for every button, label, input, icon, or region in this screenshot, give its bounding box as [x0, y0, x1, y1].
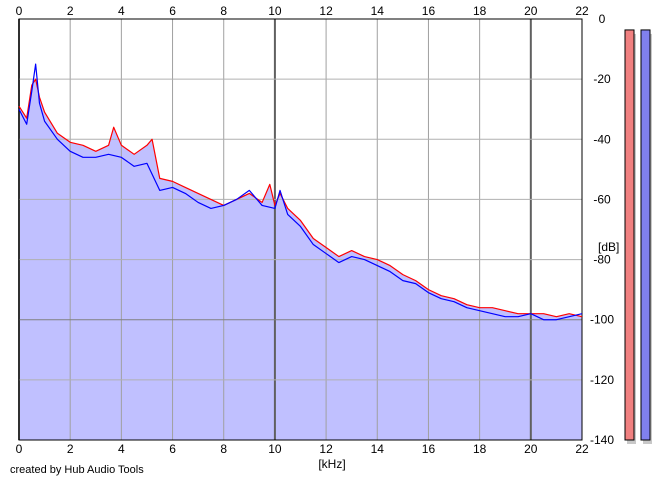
x-tick-label-top: 18 — [473, 4, 487, 18]
x-tick-label-bottom: 6 — [169, 442, 176, 456]
x-tick-label-bottom: 14 — [371, 442, 385, 456]
x-axis-label: [kHz] — [318, 457, 345, 471]
x-tick-label-bottom: 16 — [422, 442, 436, 456]
x-tick-label-top: 8 — [220, 4, 227, 18]
y-tick-label: -60 — [593, 192, 611, 206]
x-tick-label-top: 22 — [575, 4, 589, 18]
y-tick-label: -140 — [590, 433, 614, 447]
level-meter-bar-R — [640, 29, 651, 441]
y-tick-label: 0 — [599, 12, 606, 26]
x-tick-label-bottom: 18 — [473, 442, 487, 456]
x-tick-label-bottom: 10 — [268, 442, 282, 456]
y-axis-label: [dB] — [598, 240, 619, 254]
x-tick-label-bottom: 2 — [67, 442, 74, 456]
x-tick-label-top: 0 — [16, 4, 23, 18]
x-tick-label-bottom: 8 — [220, 442, 227, 456]
y-tick-label: -80 — [593, 253, 611, 267]
x-tick-label-top: 4 — [118, 4, 125, 18]
x-tick-label-bottom: 20 — [524, 442, 538, 456]
x-tick-label-top: 20 — [524, 4, 538, 18]
y-tick-label: -20 — [593, 72, 611, 86]
grid-lines — [18, 18, 583, 441]
footer-credit: created by Hub Audio Tools — [10, 464, 144, 476]
plot-frame — [18, 18, 583, 441]
series-left-line — [18, 78, 583, 318]
y-tick-label: -100 — [590, 313, 614, 327]
x-tick-label-bottom: 22 — [575, 442, 589, 456]
level-meters — [624, 29, 652, 444]
y-tick-label: -120 — [590, 373, 614, 387]
x-tick-label-top: 2 — [67, 4, 74, 18]
x-tick-label-top: 16 — [422, 4, 436, 18]
x-tick-label-bottom: 12 — [319, 442, 333, 456]
level-meter-bar-L — [624, 29, 635, 441]
x-tick-label-bottom: 4 — [118, 442, 125, 456]
x-tick-label-top: 6 — [169, 4, 176, 18]
x-tick-label-bottom: 0 — [16, 442, 23, 456]
y-tick-label: -40 — [593, 132, 611, 146]
x-tick-label-top: 10 — [268, 4, 282, 18]
tick-labels: 002244668810101212141416161818202022220-… — [16, 4, 615, 456]
x-tick-label-top: 14 — [371, 4, 385, 18]
x-tick-label-top: 12 — [319, 4, 333, 18]
series-right-line — [18, 63, 583, 321]
series-lines — [18, 63, 583, 321]
